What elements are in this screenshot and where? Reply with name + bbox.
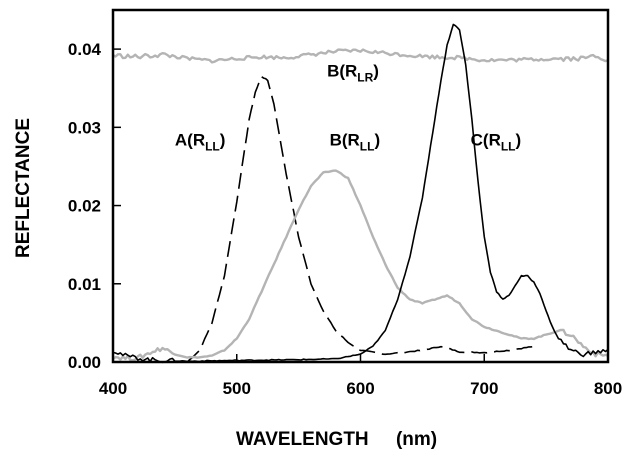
y-axis-title: REFLECTANCE [13, 118, 34, 258]
annotation-subscript: LL [501, 139, 516, 153]
annotation-subscript: LL [360, 139, 375, 153]
series-line-b-rlr- [112, 48, 609, 64]
series-annotation: B(RLR) [327, 61, 379, 84]
y-tick-label: 0.04 [68, 40, 102, 59]
annotation-close: ) [374, 130, 380, 149]
annotation-close: ) [373, 61, 379, 80]
x-tick-label: 700 [470, 379, 498, 398]
series-annotation: B(RLL) [330, 130, 381, 153]
series-line-a-rll- [186, 75, 534, 363]
annotations: A(RLL)B(RLR)B(RLL) C(RLL) [175, 61, 521, 153]
x-tick-label: 800 [594, 379, 622, 398]
series-layer [112, 23, 609, 364]
annotation-main: B(R [330, 130, 360, 149]
ticks-layer [112, 48, 609, 363]
y-tick-label: 0.00 [68, 353, 101, 372]
x-tick-label: 600 [346, 379, 374, 398]
series-annotation: A(RLL) [175, 130, 226, 153]
series-line-b-rll- [112, 169, 609, 362]
series-annotation: C(RLL) [471, 130, 522, 153]
plot-frame [111, 8, 610, 364]
x-tick-label: 400 [99, 379, 127, 398]
annotation-subscript: LR [357, 70, 373, 84]
x-axis-title: WAVELENGTH (nm) [236, 429, 437, 450]
x-axis-label: WAVELENGTH [236, 429, 369, 450]
annotation-close: ) [220, 130, 226, 149]
x-tick-label: 500 [223, 379, 251, 398]
annotation-main: C(R [471, 130, 501, 149]
x-axis-unit: (nm) [396, 429, 437, 450]
annotation-main: A(R [175, 130, 205, 149]
tick-labels: 400 500 600 700 800 0.00 0.01 0.02 0.03 0.04 [68, 40, 622, 398]
annotation-close: ) [516, 130, 522, 149]
y-tick-label: 0.03 [68, 118, 101, 137]
annotation-subscript: LL [205, 139, 220, 153]
y-tick-label: 0.02 [68, 197, 101, 216]
y-tick-label: 0.01 [68, 275, 101, 294]
annotation-main: B(R [327, 61, 357, 80]
